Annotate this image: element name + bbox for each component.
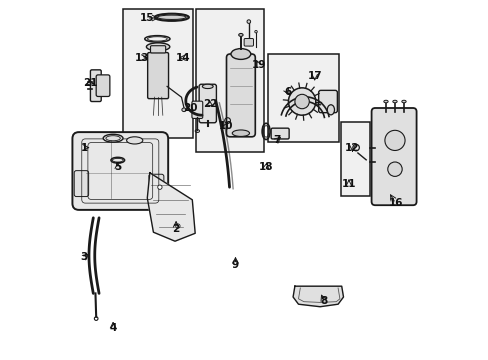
Text: 21: 21: [83, 78, 98, 88]
Text: 8: 8: [320, 296, 326, 306]
Circle shape: [387, 162, 401, 176]
FancyBboxPatch shape: [244, 39, 253, 46]
Circle shape: [288, 88, 315, 115]
Ellipse shape: [392, 100, 396, 103]
Bar: [267, 54, 338, 142]
Ellipse shape: [146, 43, 169, 51]
Circle shape: [175, 224, 180, 228]
Circle shape: [158, 185, 162, 189]
Text: 11: 11: [341, 179, 355, 189]
Ellipse shape: [383, 100, 387, 103]
Text: 19: 19: [251, 60, 265, 70]
Text: 15: 15: [139, 13, 154, 23]
Polygon shape: [292, 286, 343, 307]
FancyBboxPatch shape: [318, 90, 337, 113]
Text: 12: 12: [345, 143, 359, 153]
FancyBboxPatch shape: [371, 108, 416, 205]
Text: 13: 13: [134, 53, 149, 63]
Text: 7: 7: [273, 135, 280, 145]
Ellipse shape: [126, 137, 142, 144]
Ellipse shape: [326, 105, 334, 115]
Circle shape: [294, 94, 309, 109]
Bar: [340, 122, 369, 196]
Text: 4: 4: [109, 323, 117, 333]
FancyBboxPatch shape: [90, 70, 101, 102]
FancyBboxPatch shape: [96, 75, 110, 96]
FancyBboxPatch shape: [72, 132, 168, 210]
Text: 2: 2: [172, 224, 180, 234]
Text: 5: 5: [114, 162, 121, 172]
Text: 20: 20: [183, 103, 197, 113]
Text: 9: 9: [231, 260, 239, 270]
FancyBboxPatch shape: [270, 128, 288, 139]
FancyBboxPatch shape: [192, 101, 203, 118]
FancyBboxPatch shape: [147, 53, 168, 99]
FancyBboxPatch shape: [199, 84, 216, 123]
Text: 14: 14: [176, 53, 190, 63]
Text: 6: 6: [284, 87, 291, 97]
Text: 22: 22: [203, 99, 217, 109]
Text: 1: 1: [81, 143, 88, 153]
Ellipse shape: [246, 20, 250, 23]
Ellipse shape: [232, 130, 249, 136]
Ellipse shape: [401, 100, 406, 103]
Ellipse shape: [238, 33, 243, 36]
Text: 18: 18: [258, 162, 273, 172]
Ellipse shape: [254, 31, 257, 33]
FancyBboxPatch shape: [74, 171, 88, 197]
FancyBboxPatch shape: [226, 54, 255, 137]
Polygon shape: [147, 173, 195, 241]
Ellipse shape: [103, 134, 123, 142]
Text: 10: 10: [218, 121, 233, 131]
Ellipse shape: [202, 84, 213, 89]
Text: 17: 17: [307, 71, 322, 81]
FancyBboxPatch shape: [148, 174, 163, 200]
Ellipse shape: [230, 49, 250, 59]
Text: 3: 3: [81, 252, 88, 262]
Text: 16: 16: [387, 198, 402, 208]
Ellipse shape: [154, 14, 188, 21]
FancyBboxPatch shape: [150, 46, 165, 53]
Ellipse shape: [182, 108, 186, 112]
Circle shape: [384, 130, 404, 150]
Bar: [122, 9, 193, 138]
Bar: [196, 9, 264, 152]
